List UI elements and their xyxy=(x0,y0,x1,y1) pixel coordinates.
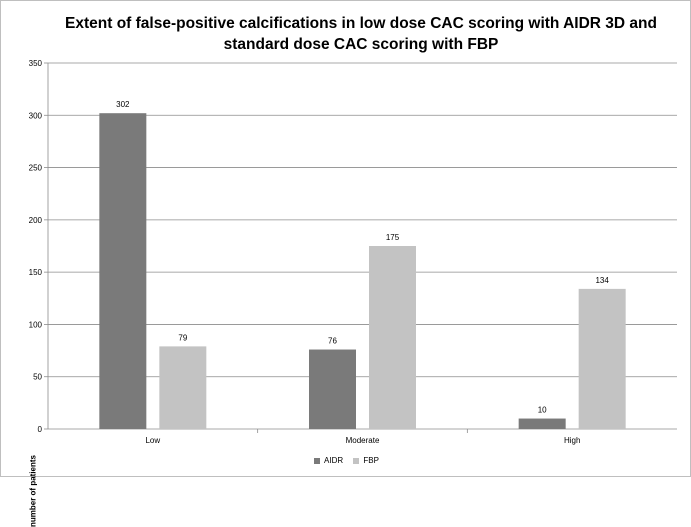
data-label: 134 xyxy=(595,276,609,285)
bar-aidr-moderate xyxy=(309,349,356,429)
y-tick-label: 200 xyxy=(29,216,43,225)
legend: AIDR FBP xyxy=(1,456,691,465)
bar-aidr-high xyxy=(518,418,566,429)
y-tick-label: 50 xyxy=(33,373,42,382)
legend-item-aidr: AIDR xyxy=(314,456,343,465)
data-label: 10 xyxy=(538,406,547,415)
y-tick-label: 250 xyxy=(29,164,43,173)
y-tick-label: 150 xyxy=(29,268,43,277)
chart-title: Extent of false-positive calcifications … xyxy=(61,13,661,55)
y-tick-label: 0 xyxy=(38,425,43,434)
x-category-label: High xyxy=(564,436,580,445)
legend-item-fbp: FBP xyxy=(353,456,379,465)
chart-title-line-1: Extent of false-positive calcifications … xyxy=(65,15,657,32)
bar-fbp-high xyxy=(578,288,626,429)
bar-aidr-low xyxy=(99,113,147,430)
legend-label-fbp: FBP xyxy=(363,456,379,466)
data-label: 175 xyxy=(386,233,400,242)
y-tick-label: 100 xyxy=(29,320,43,329)
x-category-label: Moderate xyxy=(346,436,380,445)
bar-chart: 0 50 100 150 200 250 300 350 302 79 Low 76 175 Modera… xyxy=(29,59,677,445)
x-category-label: Low xyxy=(145,436,160,445)
data-label: 79 xyxy=(178,333,187,342)
legend-label-aidr: AIDR xyxy=(324,456,344,466)
y-tick-label: 350 xyxy=(29,59,43,68)
y-tick-label: 300 xyxy=(29,111,43,120)
data-label: 76 xyxy=(328,337,337,346)
bar-fbp-low xyxy=(159,346,207,429)
bar-fbp-moderate xyxy=(369,246,416,429)
data-label: 302 xyxy=(116,100,130,109)
legend-swatch-fbp xyxy=(353,458,360,465)
chart-title-line-2: standard dose CAC scoring with FBP xyxy=(223,36,499,53)
legend-swatch-aidr xyxy=(314,458,321,465)
